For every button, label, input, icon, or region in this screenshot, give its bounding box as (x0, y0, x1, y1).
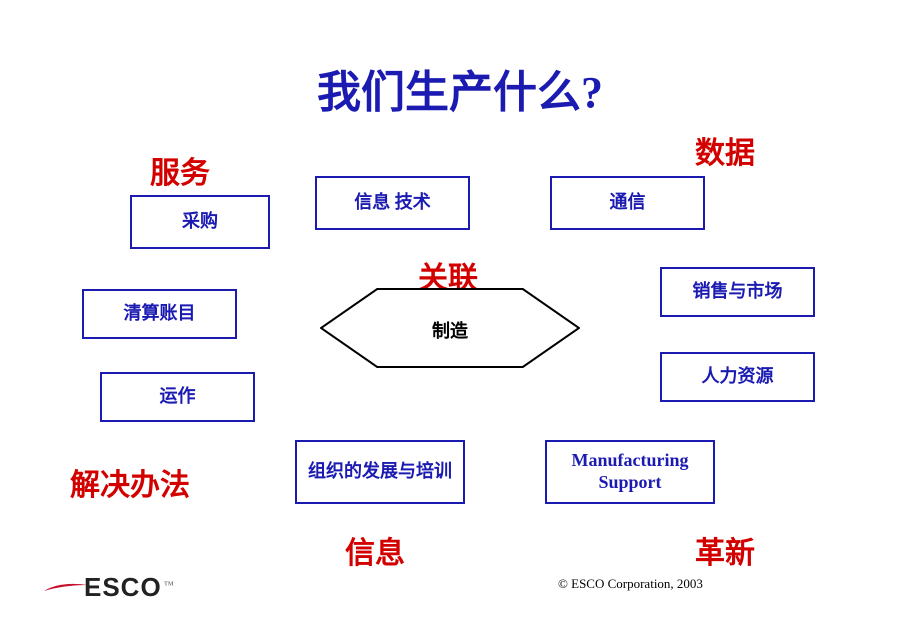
hexagon-label: 制造 (420, 317, 480, 343)
label-service: 服务 (150, 148, 210, 192)
box-hr-text: 人力资源 (702, 366, 774, 388)
footer-copyright: © ESCO Corporation, 2003 (558, 576, 703, 592)
label-info: 信息 (345, 528, 405, 572)
label-data: 数据 (695, 128, 755, 172)
box-operate: 运作 (100, 372, 255, 422)
box-comm: 通信 (550, 176, 705, 230)
label-solution: 解决办法 (70, 460, 190, 504)
box-operate-text: 运作 (160, 386, 196, 408)
box-infotech: 信息 技术 (315, 176, 470, 230)
box-infotech-text: 信息 技术 (354, 192, 431, 214)
logo-swoosh-path (44, 583, 88, 590)
box-comm-text: 通信 (610, 192, 646, 214)
logo-text: ESCO (84, 572, 162, 603)
logo-tm: ™ (164, 580, 174, 591)
slide-title: 我们生产什么? (0, 56, 920, 120)
box-orgdev-text: 组织的发展与培训 (308, 461, 452, 483)
box-purchase: 采购 (130, 195, 270, 249)
box-orgdev: 组织的发展与培训 (295, 440, 465, 504)
box-sales-text: 销售与市场 (693, 281, 783, 303)
box-purchase-text: 采购 (182, 211, 218, 233)
box-clearing: 清算账目 (82, 289, 237, 339)
label-innovate: 革新 (695, 528, 755, 572)
box-clearing-text: 清算账目 (124, 303, 196, 325)
logo-swoosh-icon (42, 579, 90, 597)
box-sales: 销售与市场 (660, 267, 815, 317)
box-mfgsup-text: Manufacturing Support (553, 450, 707, 493)
box-hr: 人力资源 (660, 352, 815, 402)
logo: ESCO ™ (42, 572, 172, 603)
box-mfgsup: Manufacturing Support (545, 440, 715, 504)
